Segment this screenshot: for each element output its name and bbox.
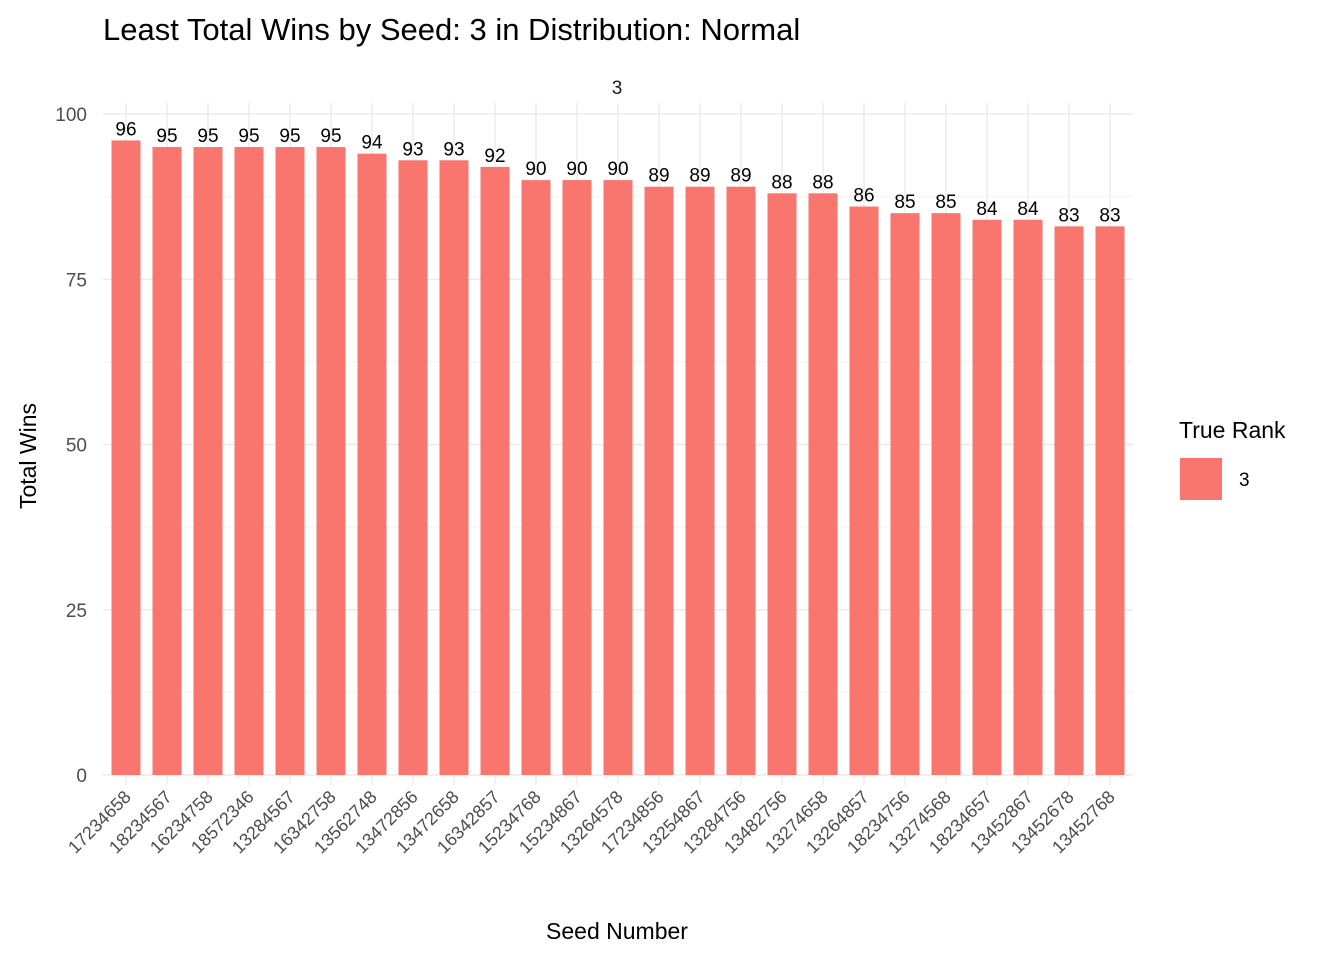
bar — [234, 147, 264, 776]
bar-value-label: 84 — [1017, 199, 1039, 220]
y-tick-label: 0 — [76, 766, 87, 787]
legend-label: 3 — [1239, 470, 1250, 491]
y-tick-label: 100 — [55, 105, 87, 126]
bar — [480, 166, 510, 775]
bar — [193, 147, 223, 776]
bar-value-label: 90 — [525, 159, 546, 180]
y-axis-title: Total Wins — [15, 403, 41, 509]
bar-value-label: 94 — [361, 133, 383, 154]
bar-value-label: 83 — [1058, 205, 1079, 226]
bar — [603, 180, 633, 776]
bar-value-label: 89 — [689, 166, 710, 187]
legend-title: True Rank — [1179, 417, 1286, 443]
bar — [275, 147, 305, 776]
bar-value-label: 90 — [607, 159, 628, 180]
bar-value-label: 85 — [894, 192, 915, 213]
bar-value-label: 88 — [812, 172, 833, 193]
y-tick-label: 75 — [66, 270, 87, 291]
bar — [521, 180, 551, 776]
bar — [316, 147, 346, 776]
bar-value-label: 89 — [648, 166, 669, 187]
legend-key — [1180, 458, 1222, 500]
facet-strip-label: 3 — [612, 78, 623, 99]
bar — [562, 180, 592, 776]
bar — [685, 186, 715, 775]
bar-value-label: 85 — [935, 192, 956, 213]
bar — [1054, 226, 1084, 775]
bar-value-label: 88 — [771, 172, 792, 193]
bar-value-label: 95 — [156, 126, 177, 147]
y-tick-label: 25 — [66, 601, 87, 622]
y-tick-label: 50 — [66, 436, 87, 457]
bar — [767, 193, 797, 775]
bar-value-label: 90 — [566, 159, 587, 180]
bar — [1013, 219, 1043, 775]
bar-value-label: 95 — [320, 126, 341, 147]
bar-value-label: 93 — [443, 139, 464, 160]
bar — [439, 160, 469, 775]
bar-value-label: 95 — [279, 126, 300, 147]
x-axis-title: Seed Number — [546, 918, 688, 944]
bar — [398, 160, 428, 775]
bar-value-label: 84 — [976, 199, 998, 220]
x-axis-ticks: 1723465818234567162347581857234613284567… — [64, 787, 1119, 858]
bar-value-label: 93 — [402, 139, 423, 160]
bar-value-label: 86 — [853, 186, 874, 207]
y-axis-ticks: 0 25 50 75 100 — [55, 105, 87, 787]
bar-value-label: 83 — [1099, 205, 1120, 226]
bar — [849, 206, 879, 776]
bar-value-label: 95 — [197, 126, 218, 147]
bar — [726, 186, 756, 775]
bar — [808, 193, 838, 775]
bars — [111, 140, 1125, 776]
bar-value-label: 89 — [730, 166, 751, 187]
bar-value-label: 95 — [238, 126, 259, 147]
bar-value-label: 92 — [484, 146, 505, 167]
bar — [890, 213, 920, 775]
legend-items: 3 — [1180, 458, 1250, 500]
bar — [931, 213, 961, 775]
bar — [1095, 226, 1125, 775]
chart-title: Least Total Wins by Seed: 3 in Distribut… — [103, 12, 800, 47]
bar — [111, 140, 141, 775]
data-labels: 96 95 95 95 95 95 94 93 93 92 90 90 90 89 89 89 88 88 86 85… — [115, 119, 1120, 226]
bar — [152, 147, 182, 776]
bar — [644, 186, 674, 775]
legend: True Rank 3 — [1179, 417, 1286, 500]
bar-value-label: 96 — [115, 119, 136, 140]
bar — [972, 219, 1002, 775]
bar — [357, 153, 387, 775]
